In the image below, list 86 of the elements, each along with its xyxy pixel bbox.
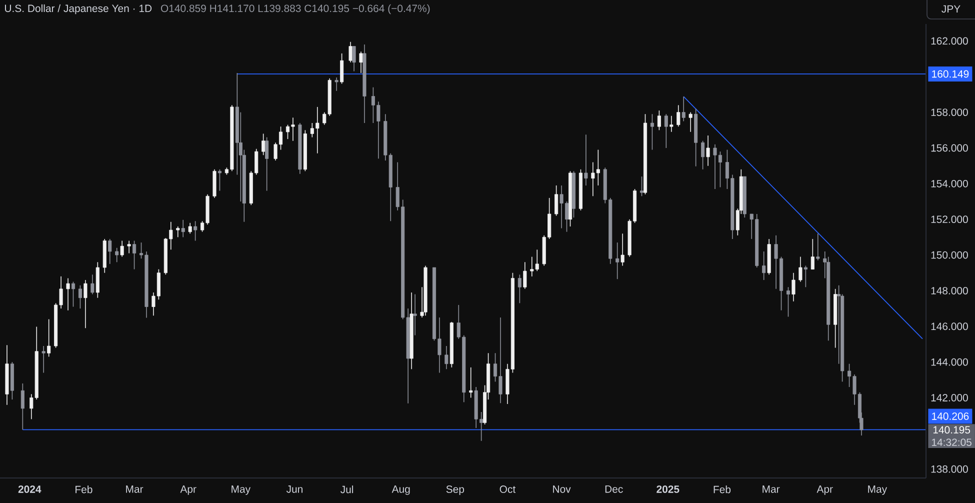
candlestick [650,114,654,150]
candlestick [640,176,644,197]
x-tick-label: May [232,486,251,495]
x-tick-label: Jun [286,486,302,493]
y-tick-label: 148.000 [931,286,968,294]
x-tick-label: Feb [76,486,92,494]
candlestick [84,280,88,329]
y-tick-label: 142.000 [931,394,968,402]
candlestick [670,115,674,132]
chart-title: U.S. Dollar / Japanese Yen · 1D [5,4,152,14]
y-tick-label: 162.000 [931,37,968,45]
candlestick [108,238,112,264]
y-tick-label: 154.000 [931,180,968,188]
candlestick [334,77,338,92]
candlestick [181,219,185,238]
x-tick-label: Feb [714,486,731,494]
candlestick [176,226,180,238]
x-tick-label: 2025 [656,486,680,493]
y-tick-label: 150.000 [931,251,968,259]
candlestick [804,265,808,288]
x-tick-label: Mar [762,486,780,493]
candlestick [66,278,70,311]
candlestick [688,112,692,132]
y-tick-label: 158.000 [931,108,968,116]
text: 140.195 [933,426,970,434]
candlestick [701,140,705,170]
candlestick [706,135,710,166]
candlestick [352,46,356,72]
candlestick [676,104,680,127]
candlestick [265,136,269,192]
candlestick [348,41,352,63]
candlestick [194,220,198,242]
candlestick [682,96,686,122]
data-label: 160.149 [932,70,969,78]
candlestick [359,51,363,74]
candlestick [664,114,668,148]
y-axis-title: JPY [942,5,960,13]
x-tick-label: Oct [500,486,516,493]
x-tick-label: Nov [553,486,571,493]
candlestick [469,367,473,398]
x-tick-label: Apr [816,486,833,495]
x-tick-label: May [868,486,888,495]
candlestick [786,286,790,318]
candlestick [47,318,51,358]
candlestick [798,256,802,282]
candlestick [90,274,94,295]
candlestick [262,133,266,156]
candlestick [42,346,46,374]
x-tick-label: Sep [446,486,464,495]
candlestick [340,53,344,84]
y-tick-label: 138.000 [931,465,968,473]
candlestick [792,272,796,302]
x-tick-label: Dec [605,486,623,493]
candlestick [20,383,24,430]
y-tick-label: 144.000 [931,358,968,366]
candlestick [71,281,76,308]
data-label: 140.206 [932,412,969,420]
candlestick [657,110,661,131]
candlestick [120,240,124,258]
x-tick-label: 2024 [18,486,42,493]
x-tick-label: Jul [340,486,354,494]
candlestick [444,346,448,370]
x-tick-label: Aug [392,486,410,495]
y-tick-label: 146.000 [931,322,968,330]
candlestick [616,242,620,280]
candlestick [518,274,522,304]
y-tick-label: 152.000 [931,216,968,224]
candlestick [78,284,82,309]
candlestick [413,294,417,336]
x-tick-label: Mar [126,486,144,493]
candlestick [554,185,558,216]
chart-subtitle: O140.859 H141.170 L139.883 C140.195 −0.664 (−0.47%) [160,4,430,14]
candlestick [523,262,527,290]
candlestick [584,134,588,186]
candlestick [620,233,624,266]
candlestick [218,168,222,192]
candlestick [188,222,192,234]
candlestick [762,251,766,280]
candlestick [810,238,814,270]
x-tick-label: Apr [180,486,196,495]
candlestick [115,247,119,263]
candlestick [127,240,131,254]
y-tick-label: 156.000 [931,144,968,152]
candlestick [132,240,136,270]
text: 14:32:05 [932,438,972,446]
candlestick [816,233,820,261]
